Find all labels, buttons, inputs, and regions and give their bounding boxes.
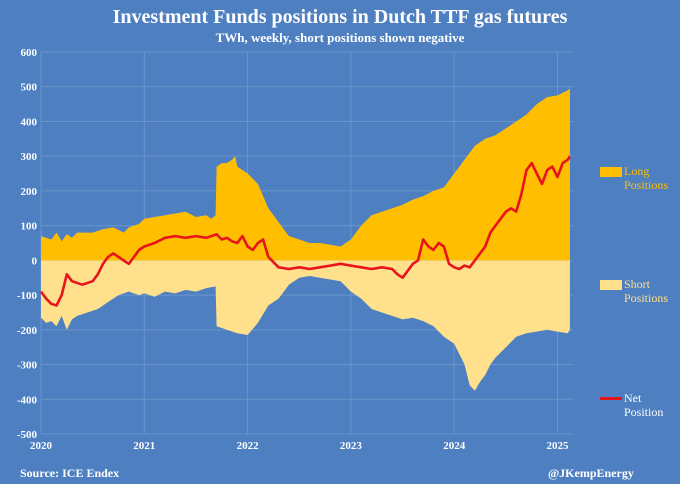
y-tick-label: 600 (21, 47, 38, 59)
x-tick-label: 2023 (340, 440, 363, 452)
y-tick-label: -400 (17, 394, 38, 406)
y-tick-label: -500 (17, 429, 38, 441)
chart-subtitle: TWh, weekly, short positions shown negat… (215, 30, 465, 45)
y-tick-label: -100 (17, 290, 38, 302)
net-position-line (39, 155, 572, 307)
x-tick-label: 2021 (133, 440, 155, 452)
x-tick-label: 2020 (30, 440, 53, 452)
y-tick-label: -200 (17, 325, 38, 337)
source-note: Source: ICE Endex (20, 466, 120, 480)
legend-long-swatch (600, 167, 622, 177)
y-tick-label: 100 (21, 221, 38, 233)
author-credit: @JKempEnergy (548, 466, 634, 480)
legend-short-label: Short Positions (624, 277, 669, 305)
y-tick-label: 500 (21, 82, 38, 94)
y-tick-label: 300 (21, 151, 38, 163)
legend-net-label: Net Position (624, 391, 664, 419)
y-tick-label: 200 (21, 186, 38, 198)
legend-long: Long Positions (600, 164, 669, 192)
legend-short-swatch (600, 280, 622, 290)
legend-net-swatch (600, 397, 622, 400)
long-positions-area (41, 88, 570, 261)
short-positions-area (41, 260, 570, 391)
legend-short: Short Positions (600, 277, 669, 305)
x-tick-label: 2025 (547, 440, 570, 452)
x-tick-label: 2024 (443, 440, 466, 452)
legend-long-label: Long Positions (624, 164, 669, 192)
y-tick-label: 400 (21, 116, 38, 128)
legend-net: Net Position (600, 391, 664, 419)
x-tick-label: 2022 (237, 440, 260, 452)
y-tick-label: -300 (17, 360, 38, 372)
chart-title: Investment Funds positions in Dutch TTF … (112, 6, 568, 28)
y-tick-label: 0 (32, 255, 38, 267)
